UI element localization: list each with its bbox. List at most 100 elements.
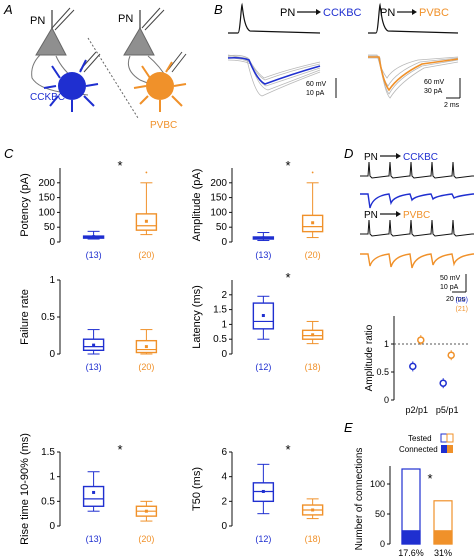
d-mid-title-pn: PN [364,210,378,221]
box-mean-marker [92,235,96,239]
y-tick-label: 0 [221,521,227,532]
y-tick-label: 2 [221,496,227,507]
y-tick-label: 100 [38,207,55,218]
significance-star: * [117,442,122,457]
y-tick-label: 0 [49,237,55,248]
y-tick-label: 0 [221,349,227,360]
sample-size-label: (12) [255,362,271,372]
y-tick-label: 0.5 [213,334,227,345]
y-tick-label: 2 [221,290,227,301]
b-left-action-potential [228,2,321,34]
panel-a: A PN PN [3,2,187,131]
d-top-spike-train [360,161,474,179]
d-top-arrowhead-icon [396,153,401,159]
bar-connected [433,530,453,545]
sample-size-label: (18) [305,362,321,372]
d-scale-ms: 20 ms [446,296,466,303]
panel-d: D PN CCKBC PN PVBC 50 mV 10 pA 20 ms 0 0.… [344,146,474,415]
b-left-mean-trace [227,56,321,85]
panel-label-e: E [344,420,353,435]
significance-star: * [285,158,290,173]
y-tick-label: 150 [38,193,55,204]
pvbc-neuron-icon [133,51,187,112]
y-tick-label: 0.5 [376,367,389,377]
box-mean-marker [311,221,315,225]
b-left-arrowhead-icon [316,9,321,15]
significance-star: * [427,471,432,486]
amplitude-ratio-plot: 0 0.5 1 Amplitude ratio p2/p1 p5/p1 (20) (21) [364,297,470,415]
b-right-scale-pa: 30 pA [424,88,443,95]
sample-size-label: (13) [86,534,102,544]
box-outlier [311,171,314,174]
box-outlier [145,171,148,174]
legend-tested-label: Tested [408,434,432,443]
y-tick-label: 0 [49,349,55,360]
b-right-mean-trace [368,56,459,92]
d-mid-psc-trace [360,253,474,269]
y-tick-label: 1 [49,472,55,483]
x-tick-label: p2/p1 [406,405,429,415]
significance-star: * [285,442,290,457]
y-tick-label: 200 [38,178,55,189]
cckbc-label: CCKBC [30,92,65,103]
cckbc-neuron-icon [43,51,101,112]
legend-connected-pvbc-swatch [447,445,453,453]
y-tick-label: 0 [49,521,55,532]
d-top-psc-trace [360,193,474,209]
y-axis-label: Potency (pA) [19,173,31,237]
box-mean-marker [144,509,148,513]
y-tick-label: 0 [221,237,227,248]
y-axis-label: Number of connections [354,448,365,551]
ratio-point [409,362,417,371]
d-scale-bar: 50 mV 10 pA 20 ms [440,274,467,303]
y-tick-label: 50 [44,222,56,233]
x-tick-label: p5/p1 [436,405,459,415]
y-tick-label: 50 [216,222,228,233]
box-mean-marker [311,333,315,337]
sample-size-label: (13) [86,250,102,260]
b-right-scale-ms: 2 ms [444,102,460,109]
legend-connected-ccbkc-swatch [441,445,447,453]
y-axis-label: Amplitude ratio [364,324,375,391]
y-tick-label: 1.5 [41,447,55,458]
ratio-point [447,351,455,359]
b-right-title-pn: PN [380,7,395,19]
b-left-scale-mv: 60 mV [306,81,327,88]
y-tick-label: 1 [49,275,55,286]
sample-size-label: (20) [138,250,154,260]
legend-tested-ccbkc-swatch [440,433,448,443]
y-tick-label: 100 [210,207,227,218]
sample-size-label: (20) [138,534,154,544]
y-tick-label: 1 [221,319,227,330]
sample-size-label: (12) [255,534,271,544]
panel-label-d: D [344,146,353,161]
pn-label-left: PN [30,15,45,27]
panel-e: E Tested Connected 0 50 100 Number of conne… [344,420,454,558]
box-iqr [82,485,105,507]
y-tick-label: 4 [221,472,227,483]
sample-size-label: (20) [305,250,321,260]
sample-size-label: (13) [255,250,271,260]
d-scale-pa: 10 pA [440,284,459,291]
b-right-scale-mv: 60 mV [424,79,445,86]
legend-connected-label: Connected [399,445,438,454]
d-scale-mv: 50 mV [440,275,461,282]
d-mid-arrowhead-icon [396,211,401,217]
y-tick-label: 0 [380,539,385,549]
y-tick-label: 200 [210,178,227,189]
b-left-scale-pa: 10 pA [306,90,325,97]
box-mean-marker [311,508,315,512]
y-tick-label: 1 [384,339,389,349]
box-mean-marker [92,490,96,494]
y-axis-label: Rise time 10-90% (ms) [19,433,31,545]
y-axis-label: Latency (ms) [191,285,203,349]
b-left-title-target: CCKBC [323,7,362,19]
y-tick-label: 1.5 [213,305,227,316]
d-top-title-target: CCKBC [403,152,438,163]
y-tick-label: 150 [210,193,227,204]
ratio-point [417,336,425,344]
b-right-arrowhead-icon [412,9,417,15]
bar-connected [401,530,421,545]
